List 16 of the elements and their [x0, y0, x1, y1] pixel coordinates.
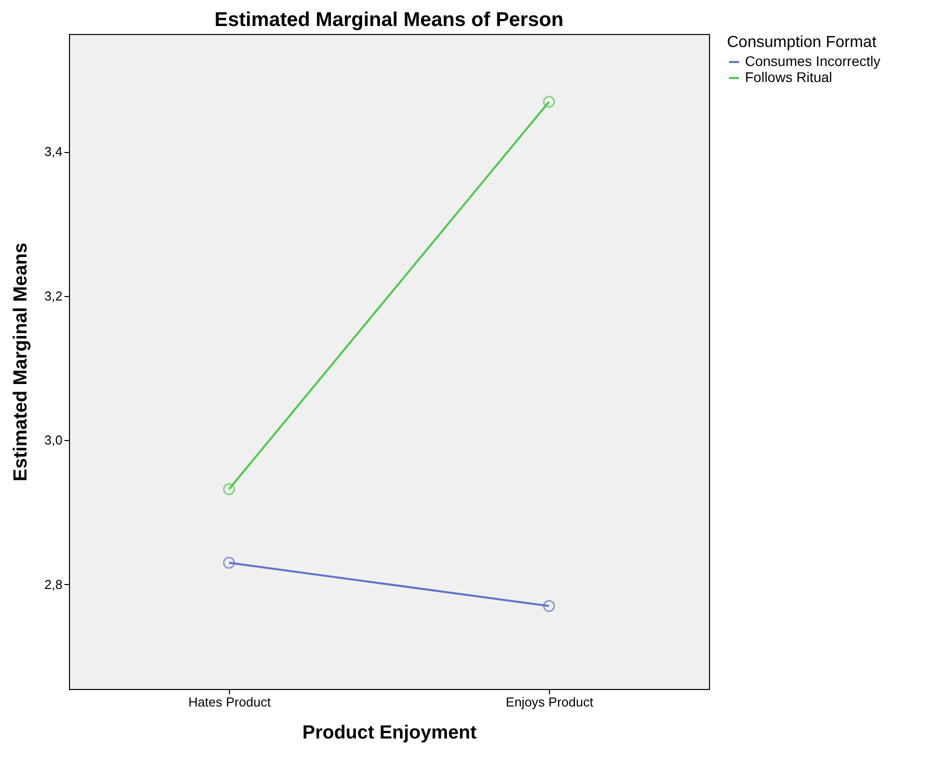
y-tick-label: 3,2: [44, 288, 62, 304]
x-tick-label: Hates Product: [188, 694, 272, 710]
point: [543, 600, 555, 612]
point: [543, 96, 555, 108]
legend-title: Consumption Format: [727, 34, 877, 51]
chart-title: Estimated Marginal Means of Person: [214, 9, 564, 31]
x-axis-title: Product Enjoyment: [302, 722, 478, 744]
y-tick-label: 2,8: [44, 576, 62, 592]
y-axis-title: Estimated Marginal Means: [10, 242, 32, 482]
legend-label: Follows Ritual: [745, 69, 832, 85]
legend-label: Consumes Incorrectly: [745, 53, 880, 69]
y-tick-label: 3,0: [44, 432, 62, 448]
point: [223, 483, 235, 496]
y-tick-label: 3,4: [44, 144, 62, 160]
x-tick-label: Enjoys Product: [506, 694, 594, 710]
point: [223, 556, 235, 569]
